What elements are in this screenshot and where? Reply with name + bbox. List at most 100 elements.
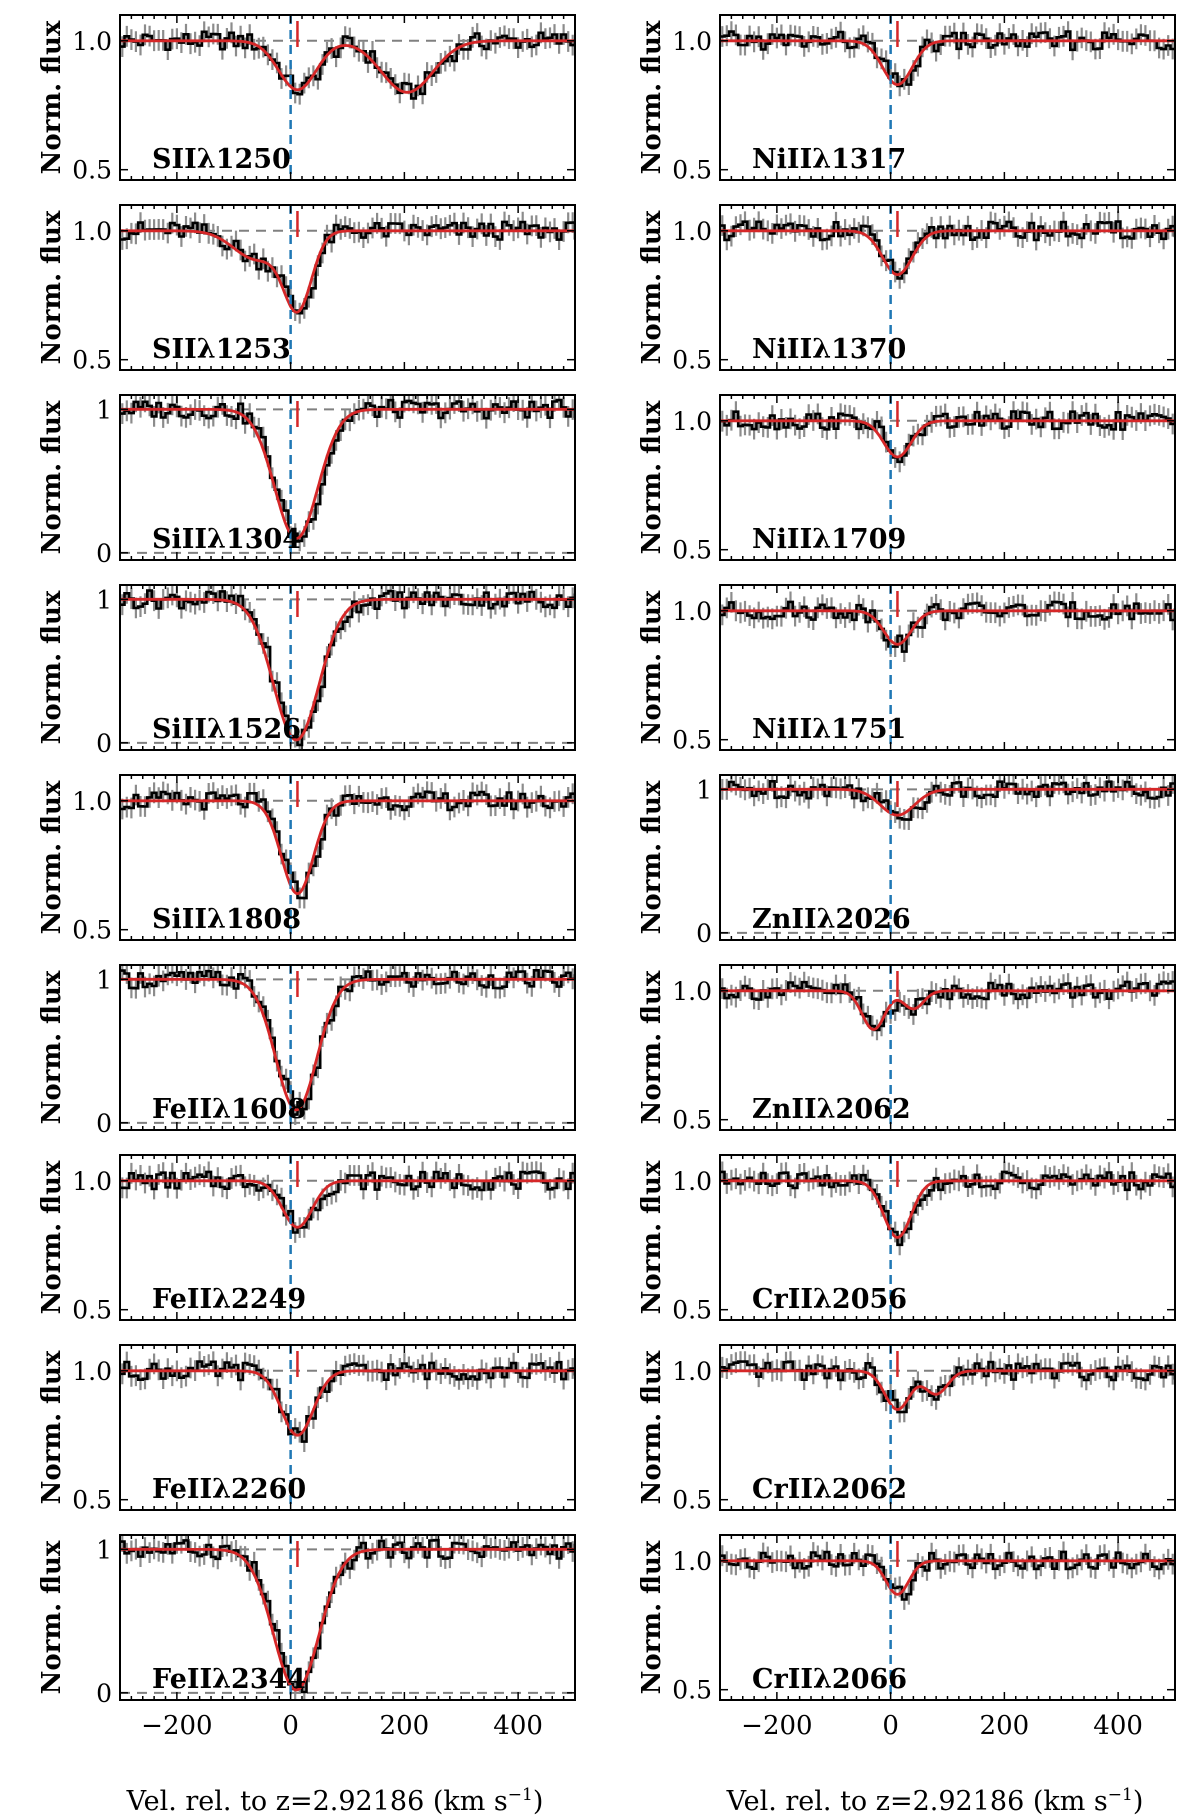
- spectrum-data: [720, 1550, 1175, 1601]
- model-fit: [720, 609, 1175, 646]
- y-tick-label: 0.5: [72, 916, 112, 945]
- y-axis-label: Norm. flux: [37, 590, 67, 744]
- x-axis-label-right: Vel. rel. to z=2.92186 (km s−1): [726, 1785, 1144, 1817]
- panel-plot-area: [120, 1535, 575, 1700]
- spectrum-data: [720, 780, 1175, 821]
- y-tick-label: 1.0: [672, 217, 712, 246]
- transition-label: CrIIλ2062: [752, 1474, 907, 1505]
- transition-label: FeIIλ2344: [152, 1664, 306, 1695]
- panel-siii1526: 1 0 Norm. flux SiIIλ1526: [37, 584, 576, 758]
- transition-label: SiIIλ1526: [152, 714, 301, 745]
- spectrum-data: [720, 30, 1175, 88]
- spectrum-data: [120, 398, 575, 543]
- error-bars: [121, 21, 574, 109]
- model-fit: [720, 39, 1175, 87]
- spectrum-data: [720, 410, 1175, 464]
- transition-label: FeIIλ2260: [152, 1474, 306, 1505]
- transition-label: SIIλ1253: [152, 334, 291, 365]
- y-tick-label: 1.0: [72, 1357, 112, 1386]
- transition-label: ZnIIλ2062: [752, 1094, 911, 1125]
- y-tick-label: 0: [696, 919, 712, 948]
- y-tick-label: 0.5: [672, 346, 712, 375]
- panel-plot-area: [720, 775, 1175, 940]
- y-tick-label: 1.0: [72, 787, 112, 816]
- panel-plot-area: [120, 205, 575, 370]
- y-axis-label: Norm. flux: [37, 1350, 67, 1504]
- y-tick-label: 1.0: [672, 1167, 712, 1196]
- transition-label: CrIIλ2056: [752, 1284, 907, 1315]
- error-bars: [121, 1351, 574, 1452]
- panel-plot-area: [720, 395, 1175, 560]
- y-axis-label: Norm. flux: [37, 1160, 67, 1314]
- model-fit: [720, 1559, 1175, 1596]
- y-tick-label: 1.0: [72, 217, 112, 246]
- spectrum-data: [120, 220, 575, 315]
- x-tick-label: 0: [882, 1711, 899, 1741]
- error-bars: [721, 775, 1174, 830]
- y-tick-label: 1: [96, 395, 112, 424]
- panel-plot-area: [720, 585, 1175, 750]
- y-axis-label: Norm. flux: [637, 970, 667, 1124]
- panel-plot-area: [720, 1535, 1175, 1700]
- spectrum-data: [720, 220, 1175, 280]
- y-tick-label: 0.5: [672, 1106, 712, 1135]
- error-bars: [721, 1541, 1174, 1610]
- y-tick-label: 0.5: [672, 726, 712, 755]
- y-tick-label: 0.5: [672, 1486, 712, 1515]
- panel-plot-area: [720, 1155, 1175, 1320]
- y-tick-label: 0: [96, 1679, 112, 1708]
- model-fit: [720, 989, 1175, 1031]
- transition-label: SiIIλ1304: [152, 524, 301, 555]
- y-axis-label: Norm. flux: [637, 20, 667, 174]
- panel-plot-area: [120, 775, 575, 940]
- x-axis-label-left: Vel. rel. to z=2.92186 (km s−1): [126, 1785, 544, 1817]
- model-fit: [120, 229, 575, 314]
- spectrum-data: [720, 980, 1175, 1032]
- panel-plot-area: [720, 1345, 1175, 1510]
- y-axis-label: Norm. flux: [637, 1540, 667, 1694]
- spectrum-data: [720, 1170, 1175, 1247]
- panel-plot-area: [120, 585, 575, 750]
- y-axis-label: Norm. flux: [637, 590, 667, 744]
- y-tick-label: 0: [96, 729, 112, 758]
- model-fit: [720, 787, 1175, 817]
- panel-plot-area: [120, 965, 575, 1130]
- model-fit: [720, 1369, 1175, 1411]
- spectrum-data: [720, 600, 1175, 653]
- panel-plot-area: [120, 395, 575, 560]
- spectrum-data: [120, 1170, 575, 1234]
- y-tick-label: 0: [96, 1109, 112, 1138]
- x-tick-label: 400: [493, 1711, 543, 1741]
- y-tick-label: 1: [96, 1535, 112, 1564]
- transition-label: SiIIλ1808: [152, 904, 301, 935]
- y-tick-label: 1: [696, 775, 712, 804]
- x-tick-label: −200: [741, 1711, 812, 1741]
- panel-plot-area: [720, 205, 1175, 370]
- model-fit: [120, 1547, 575, 1692]
- y-tick-label: 0.5: [72, 156, 112, 185]
- y-axis-label: Norm. flux: [37, 20, 67, 174]
- y-tick-label: 0.5: [672, 1676, 712, 1705]
- y-axis-label: Norm. flux: [637, 780, 667, 934]
- transition-label: NiIIλ1751: [752, 714, 906, 745]
- y-tick-label: 1.0: [72, 1167, 112, 1196]
- panel-feii1608: 1 0 Norm. flux FeIIλ1608: [37, 964, 576, 1138]
- x-tick-label: 200: [380, 1711, 430, 1741]
- transition-label: ZnIIλ2026: [752, 904, 911, 935]
- spectrum-data: [120, 969, 575, 1116]
- x-tick-label: 400: [1093, 1711, 1143, 1741]
- transition-label: NiIIλ1709: [752, 524, 906, 555]
- y-tick-label: 1: [96, 965, 112, 994]
- x-tick-label: 0: [282, 1711, 299, 1741]
- y-axis-label: Norm. flux: [37, 400, 67, 554]
